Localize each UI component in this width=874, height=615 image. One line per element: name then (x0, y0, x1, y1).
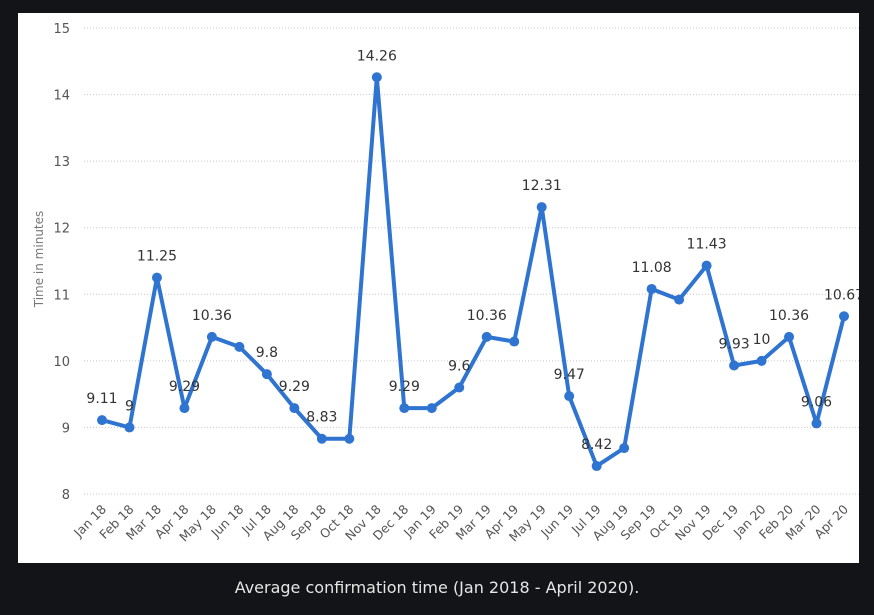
data-label: 8.42 (581, 437, 612, 453)
data-point (646, 283, 657, 294)
data-point (756, 355, 767, 366)
data-label: 10.36 (467, 308, 507, 324)
data-point (371, 72, 382, 83)
data-label: 14.26 (357, 48, 397, 64)
data-point (481, 331, 492, 342)
data-point (344, 433, 355, 444)
data-label: 12.31 (522, 178, 562, 194)
data-point (454, 382, 465, 393)
data-point (206, 331, 217, 342)
data-label: 11.25 (137, 249, 177, 265)
chart-panel: 8 9 10 11 12 13 14 15 Time in minutes Jan 18 Feb 1… (18, 13, 859, 563)
data-point (619, 443, 630, 454)
data-label: 9 (125, 398, 134, 414)
data-label: 9.29 (169, 379, 200, 395)
data-point (289, 403, 300, 414)
data-label: 10.67 (824, 287, 859, 303)
data-point (784, 331, 795, 342)
data-label: 9.29 (389, 379, 420, 395)
data-point (591, 461, 602, 472)
data-label: 9.8 (256, 345, 278, 361)
data-point (701, 260, 712, 271)
data-label: 9.06 (801, 394, 832, 410)
data-point (179, 403, 190, 414)
y-tick-label: 15 (53, 22, 70, 37)
data-point (97, 415, 107, 426)
y-tick-label: 13 (53, 155, 70, 170)
data-label: 10 (753, 332, 771, 348)
data-point (399, 403, 410, 414)
chart-caption: Average confirmation time (Jan 2018 - Ap… (234, 578, 640, 597)
data-point (811, 418, 822, 429)
data-point (316, 433, 327, 444)
data-point (729, 360, 740, 371)
data-label: 8.83 (306, 410, 337, 426)
data-label: 11.43 (687, 237, 727, 253)
data-point (536, 202, 547, 213)
data-point (674, 294, 685, 305)
data-point (261, 369, 272, 380)
data-point (151, 272, 162, 283)
data-point (564, 391, 575, 402)
data-label: 9.47 (554, 367, 585, 383)
y-tick-label: 8 (62, 488, 70, 503)
y-axis-label: Time in minutes (32, 211, 46, 309)
y-tick-label: 9 (62, 421, 70, 436)
data-label: 9.93 (718, 337, 749, 353)
data-label: 9.6 (448, 358, 470, 374)
y-tick-label: 10 (53, 355, 70, 370)
series-line (100, 75, 846, 469)
y-tick-label: 14 (53, 89, 70, 104)
data-point (426, 403, 437, 414)
data-point (509, 336, 520, 347)
data-point (234, 341, 245, 352)
y-tick-label: 11 (53, 288, 70, 303)
data-label: 10.36 (769, 308, 809, 324)
data-label: 10.36 (192, 308, 232, 324)
data-point (124, 422, 135, 433)
y-tick-label: 12 (53, 222, 70, 237)
data-label: 11.08 (632, 260, 672, 276)
data-point (839, 311, 849, 322)
data-label: 9.29 (279, 379, 310, 395)
data-label: 9.11 (86, 391, 117, 407)
